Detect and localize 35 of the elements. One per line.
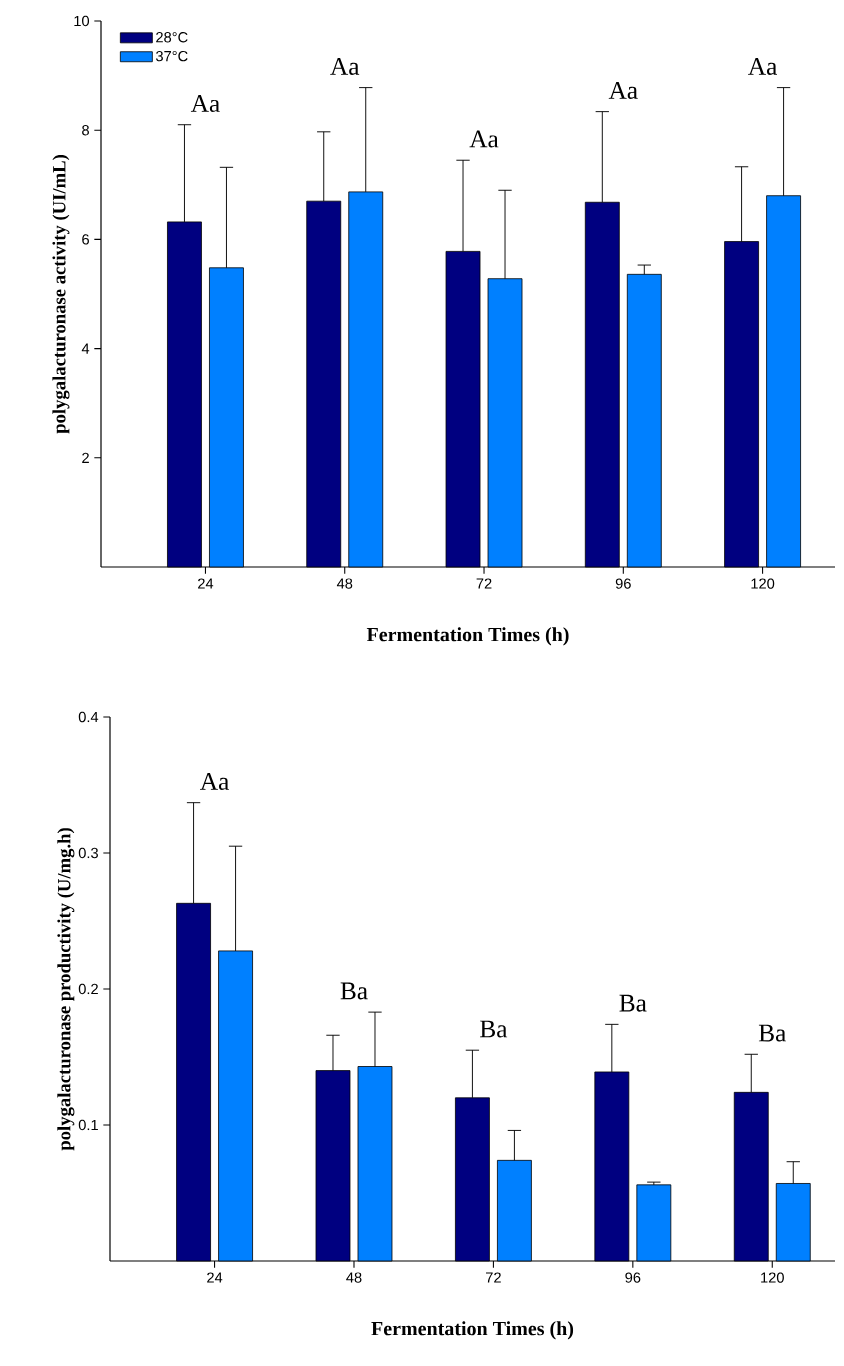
x-tick-label: 120 [751, 578, 775, 589]
x-tick-label: 48 [336, 578, 353, 589]
y-tick-label: 10 [74, 15, 90, 27]
x-tick-label: 72 [486, 1272, 501, 1283]
x-tick-label: 24 [198, 578, 214, 589]
annotation: Ba [340, 982, 368, 1000]
y-tick-label: 0.3 [78, 847, 98, 859]
legend-label: 28°C [156, 32, 188, 43]
x-axis-title: Fermentation Times (h) [371, 1321, 574, 1340]
y-tick-label: 0.1 [78, 1119, 98, 1131]
annotation: Aa [200, 773, 229, 790]
annotation: Aa [190, 95, 220, 113]
y-tick-label: 0.4 [78, 711, 99, 723]
y-axis-title: polygalacturonase productivity (U/mg.h) [57, 828, 75, 1151]
annotation: Aa [469, 130, 499, 148]
annotation: Aa [330, 57, 360, 75]
y-tick-label: 8 [82, 125, 89, 136]
y-tick-label: 6 [82, 234, 89, 245]
x-tick-label: 48 [346, 1272, 362, 1283]
x-tick-label: 72 [476, 578, 492, 589]
annotation: Aa [608, 81, 638, 99]
legend-label: 37°C [155, 50, 188, 62]
x-tick-label: 120 [761, 1272, 784, 1283]
y-tick-label: 2 [82, 452, 89, 463]
x-tick-label: 24 [207, 1272, 223, 1283]
x-axis-title: Fermentation Times (h) [366, 627, 569, 646]
y-tick-label: 4 [81, 343, 90, 354]
annotation: Ba [480, 1020, 508, 1038]
annotation: Ba [619, 994, 647, 1012]
annotation: Aa [748, 57, 777, 75]
annotation: Ba [758, 1024, 786, 1042]
y-tick-label: 0.2 [78, 983, 98, 995]
x-tick-label: 96 [625, 1272, 641, 1283]
y-axis-title: polygalacturonase activity (UI/mL) [52, 155, 70, 434]
x-tick-label: 96 [615, 578, 631, 589]
